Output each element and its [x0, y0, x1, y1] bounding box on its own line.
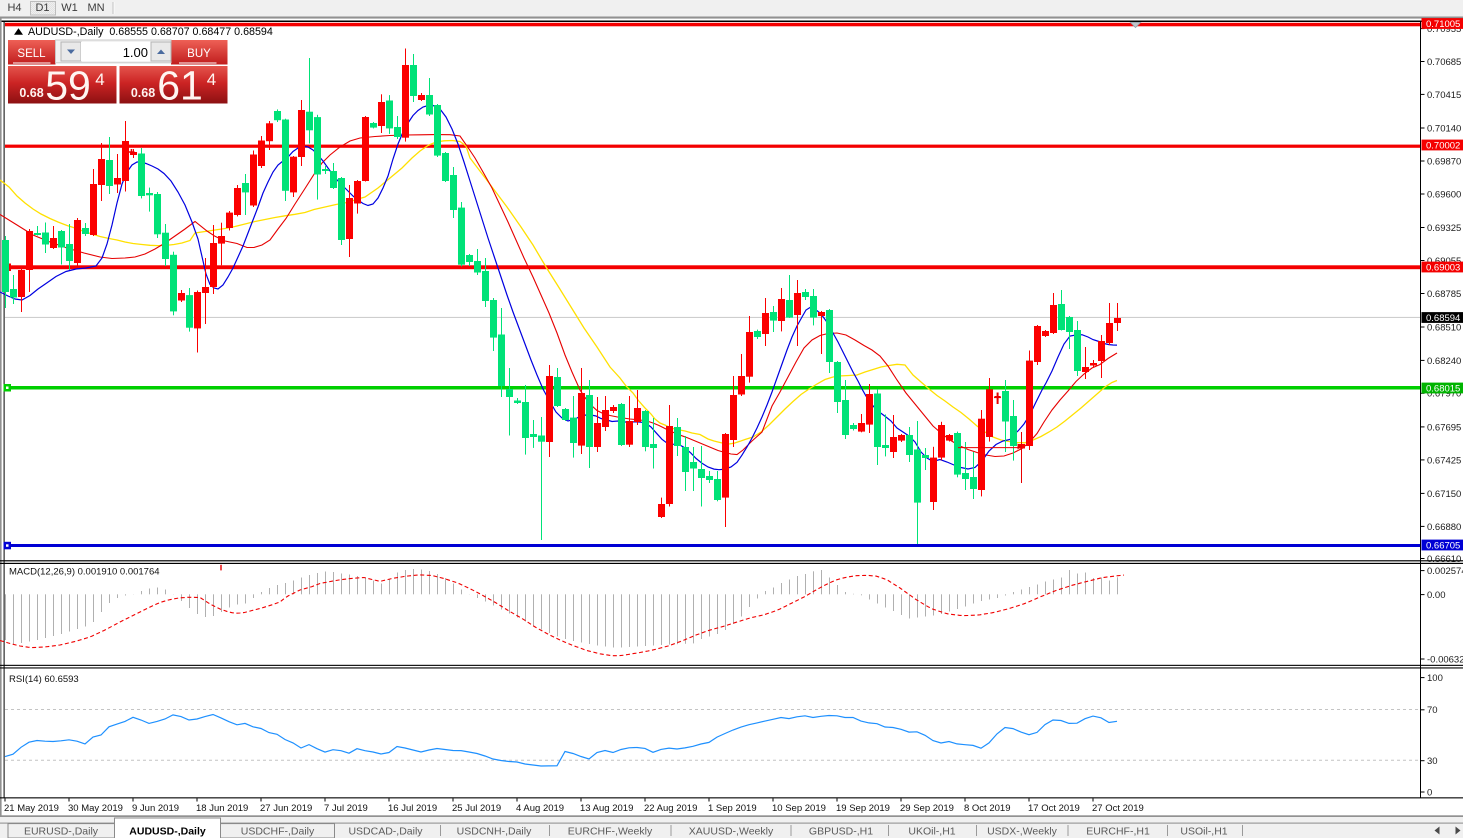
svg-text:100: 100	[1427, 673, 1443, 684]
svg-text:30 May 2019: 30 May 2019	[68, 803, 123, 814]
svg-text:0.66880: 0.66880	[1427, 522, 1461, 533]
svg-text:22 Aug 2019: 22 Aug 2019	[644, 803, 697, 814]
svg-text:4: 4	[207, 70, 216, 89]
svg-text:0.68594: 0.68594	[1426, 313, 1460, 324]
svg-text:USDX-,Weekly: USDX-,Weekly	[987, 826, 1058, 838]
svg-text:MACD(12,26,9) 0.001910 0.00176: MACD(12,26,9) 0.001910 0.001764	[9, 567, 160, 578]
svg-text:16 Jul 2019: 16 Jul 2019	[388, 803, 437, 814]
svg-text:0.71005: 0.71005	[1426, 19, 1460, 30]
svg-text:0.67970: 0.67970	[1427, 389, 1461, 400]
svg-text:UKOil-,H1: UKOil-,H1	[908, 826, 955, 838]
svg-text:1.00: 1.00	[123, 45, 148, 60]
svg-text:W1: W1	[61, 2, 78, 14]
svg-text:0.69055: 0.69055	[1427, 256, 1461, 267]
svg-text:GBPUSD-,H1: GBPUSD-,H1	[809, 826, 873, 838]
svg-text:9 Jun 2019: 9 Jun 2019	[132, 803, 179, 814]
svg-text:70: 70	[1427, 705, 1438, 716]
svg-text:XAUUSD-,Weekly: XAUUSD-,Weekly	[689, 826, 774, 838]
svg-text:0.70140: 0.70140	[1427, 123, 1461, 134]
svg-text:17 Oct 2019: 17 Oct 2019	[1028, 803, 1080, 814]
svg-text:0.70955: 0.70955	[1427, 24, 1461, 35]
svg-text:0: 0	[1427, 787, 1432, 798]
svg-text:BUY: BUY	[187, 48, 211, 60]
svg-text:0.68240: 0.68240	[1427, 356, 1461, 367]
svg-text:0.66705: 0.66705	[1426, 540, 1460, 551]
svg-text:0.002574: 0.002574	[1427, 566, 1463, 577]
svg-text:USDCAD-,Daily: USDCAD-,Daily	[348, 826, 423, 838]
svg-text:USOil-,H1: USOil-,H1	[1180, 826, 1227, 838]
svg-text:29 Sep 2019: 29 Sep 2019	[900, 803, 954, 814]
svg-text:19 Sep 2019: 19 Sep 2019	[836, 803, 890, 814]
svg-text:8 Oct 2019: 8 Oct 2019	[964, 803, 1010, 814]
svg-text:25 Jul 2019: 25 Jul 2019	[452, 803, 501, 814]
svg-text:18 Jun 2019: 18 Jun 2019	[196, 803, 248, 814]
svg-text:RSI(14) 60.6593: RSI(14) 60.6593	[9, 674, 79, 685]
svg-text:0.68: 0.68	[19, 86, 43, 100]
svg-text:SELL: SELL	[17, 48, 46, 60]
svg-text:0.68510: 0.68510	[1427, 322, 1461, 333]
svg-text:30: 30	[1427, 756, 1438, 767]
svg-text:13 Aug 2019: 13 Aug 2019	[580, 803, 633, 814]
svg-text:EURCHF-,Weekly: EURCHF-,Weekly	[568, 826, 653, 838]
svg-text:4 Aug 2019: 4 Aug 2019	[516, 803, 564, 814]
svg-text:61: 61	[157, 63, 203, 109]
svg-text:1 Sep 2019: 1 Sep 2019	[708, 803, 757, 814]
svg-text:EURCHF-,H1: EURCHF-,H1	[1086, 826, 1150, 838]
svg-text:D1: D1	[35, 2, 49, 14]
svg-text:0.68785: 0.68785	[1427, 289, 1461, 300]
svg-text:MN: MN	[87, 2, 104, 14]
svg-text:10 Sep 2019: 10 Sep 2019	[772, 803, 826, 814]
svg-text:0.69600: 0.69600	[1427, 189, 1461, 200]
svg-text:0.67695: 0.67695	[1427, 422, 1461, 433]
svg-text:0.70415: 0.70415	[1427, 90, 1461, 101]
svg-text:EURUSD-,Daily: EURUSD-,Daily	[24, 826, 99, 838]
svg-text:0.68: 0.68	[131, 86, 155, 100]
svg-text:0.70685: 0.70685	[1427, 57, 1461, 68]
svg-text:59: 59	[45, 63, 91, 109]
svg-text:0.67425: 0.67425	[1427, 455, 1461, 466]
svg-text:0.70002: 0.70002	[1426, 140, 1460, 151]
svg-text:0.69003: 0.69003	[1426, 262, 1460, 273]
svg-text:21 May 2019: 21 May 2019	[4, 803, 59, 814]
svg-text:27 Jun 2019: 27 Jun 2019	[260, 803, 312, 814]
svg-text:0.66610: 0.66610	[1427, 554, 1461, 565]
svg-text:USDCNH-,Daily: USDCNH-,Daily	[457, 826, 532, 838]
svg-text:AUDUSD-,Daily 0.68555 0.68707: AUDUSD-,Daily 0.68555 0.68707 0.68477 0.…	[28, 26, 273, 38]
svg-text:0.68015: 0.68015	[1426, 383, 1460, 394]
svg-text:0.69325: 0.69325	[1427, 223, 1461, 234]
svg-text:USDCHF-,Daily: USDCHF-,Daily	[241, 826, 315, 838]
svg-text:0.69870: 0.69870	[1427, 156, 1461, 167]
svg-text:-0.006326: -0.006326	[1427, 654, 1463, 665]
svg-text:7 Jul 2019: 7 Jul 2019	[324, 803, 368, 814]
svg-text:0.67150: 0.67150	[1427, 489, 1461, 500]
svg-text:0.00: 0.00	[1427, 590, 1446, 601]
svg-text:27 Oct 2019: 27 Oct 2019	[1092, 803, 1144, 814]
svg-text:H4: H4	[7, 2, 21, 14]
svg-text:4: 4	[95, 70, 104, 89]
svg-text:AUDUSD-,Daily: AUDUSD-,Daily	[129, 826, 206, 838]
